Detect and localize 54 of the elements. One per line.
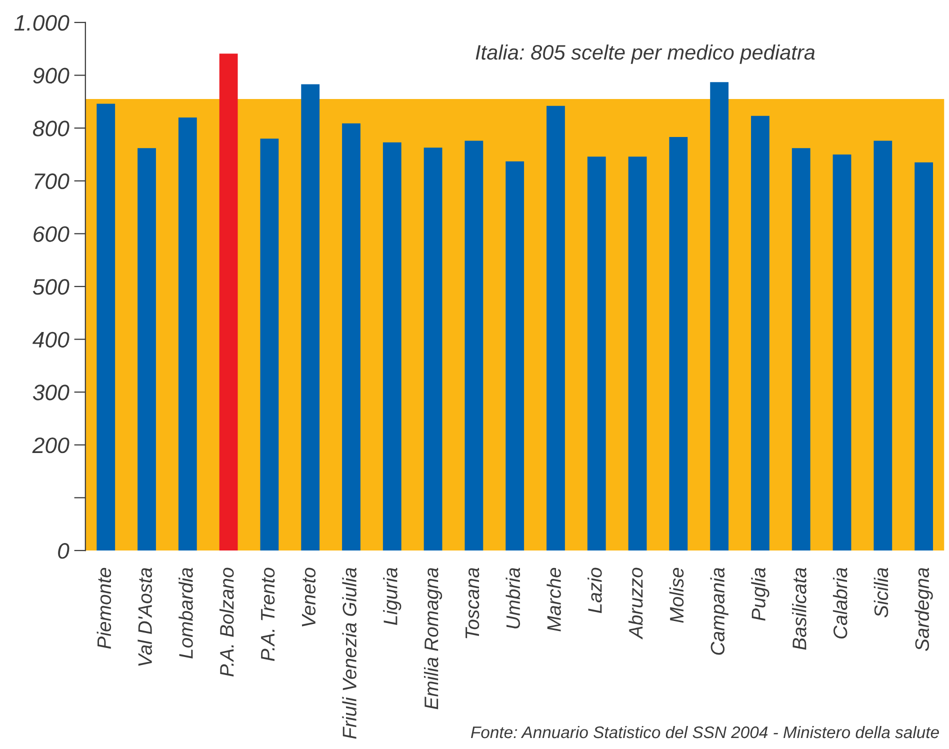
- x-tick-label: Molise: [669, 568, 684, 623]
- bar: [138, 148, 156, 551]
- y-tick-label: 500: [32, 279, 70, 295]
- x-tick-label: Campania: [710, 568, 728, 655]
- bar: [506, 161, 524, 551]
- x-tick-label: Lazio: [588, 568, 602, 614]
- x-tick-label: P.A. Bolzano: [219, 568, 234, 676]
- x-tick-label: Friuli Venezia Giulia: [342, 568, 356, 739]
- x-tick-label: Liguria: [383, 568, 402, 625]
- bar: [914, 162, 934, 551]
- bar: [96, 104, 116, 551]
- x-tick-label: Sicilia: [874, 568, 888, 618]
- bar: [219, 54, 238, 551]
- x-tick-label: Sardegna: [914, 568, 933, 651]
- y-tick-label: 300: [32, 384, 70, 400]
- bar: [342, 123, 360, 551]
- bar: [587, 156, 606, 551]
- bar: [260, 138, 279, 551]
- y-tick-label: 200: [32, 437, 70, 454]
- bar: [669, 137, 688, 551]
- annotation: Italia: 805 scelte per medico pediatra: [476, 44, 815, 64]
- y-tick-label: 400: [32, 332, 70, 348]
- bar: [464, 140, 484, 551]
- bar: [710, 82, 729, 551]
- x-tick-label: Abruzzo: [628, 568, 643, 640]
- x-tick-label: Emilia Romagna: [424, 568, 442, 710]
- x-tick-label: Marche: [546, 568, 561, 632]
- y-tick-label: 700: [34, 173, 70, 190]
- y-tick-label: 900: [33, 68, 70, 84]
- x-tick-label: Basilicata: [792, 568, 806, 650]
- y-tick-label: 1.000: [14, 15, 70, 31]
- bar: [301, 84, 320, 551]
- bar: [382, 142, 402, 551]
- bar: [178, 118, 197, 551]
- x-tick-label: Piemonte: [96, 568, 112, 649]
- y-tick-label: 800: [32, 120, 70, 136]
- x-tick-label: P.A. Trento: [261, 568, 275, 661]
- bar: [792, 148, 810, 551]
- bar: [628, 156, 647, 551]
- bar: [832, 154, 852, 551]
- x-tick-label: Veneto: [302, 568, 316, 626]
- bar: [424, 148, 442, 551]
- source-note: Fonte: Annuario Statistico del SSN 2004 - Ministero della salute: [470, 726, 939, 738]
- x-tick-label: Umbria: [506, 568, 520, 628]
- x-tick-label: Puglia: [751, 568, 770, 621]
- x-tick-label: Lombardia: [178, 568, 193, 658]
- bar: [546, 106, 565, 551]
- x-tick-label: Toscana: [466, 568, 480, 638]
- bar: [874, 140, 892, 551]
- y-tick-label: 600: [34, 226, 70, 242]
- y-tick-label: 0: [58, 543, 70, 559]
- bar: [751, 116, 770, 551]
- x-tick-label: Val D'Aosta: [138, 568, 152, 666]
- x-tick-label: Calabria: [832, 568, 848, 639]
